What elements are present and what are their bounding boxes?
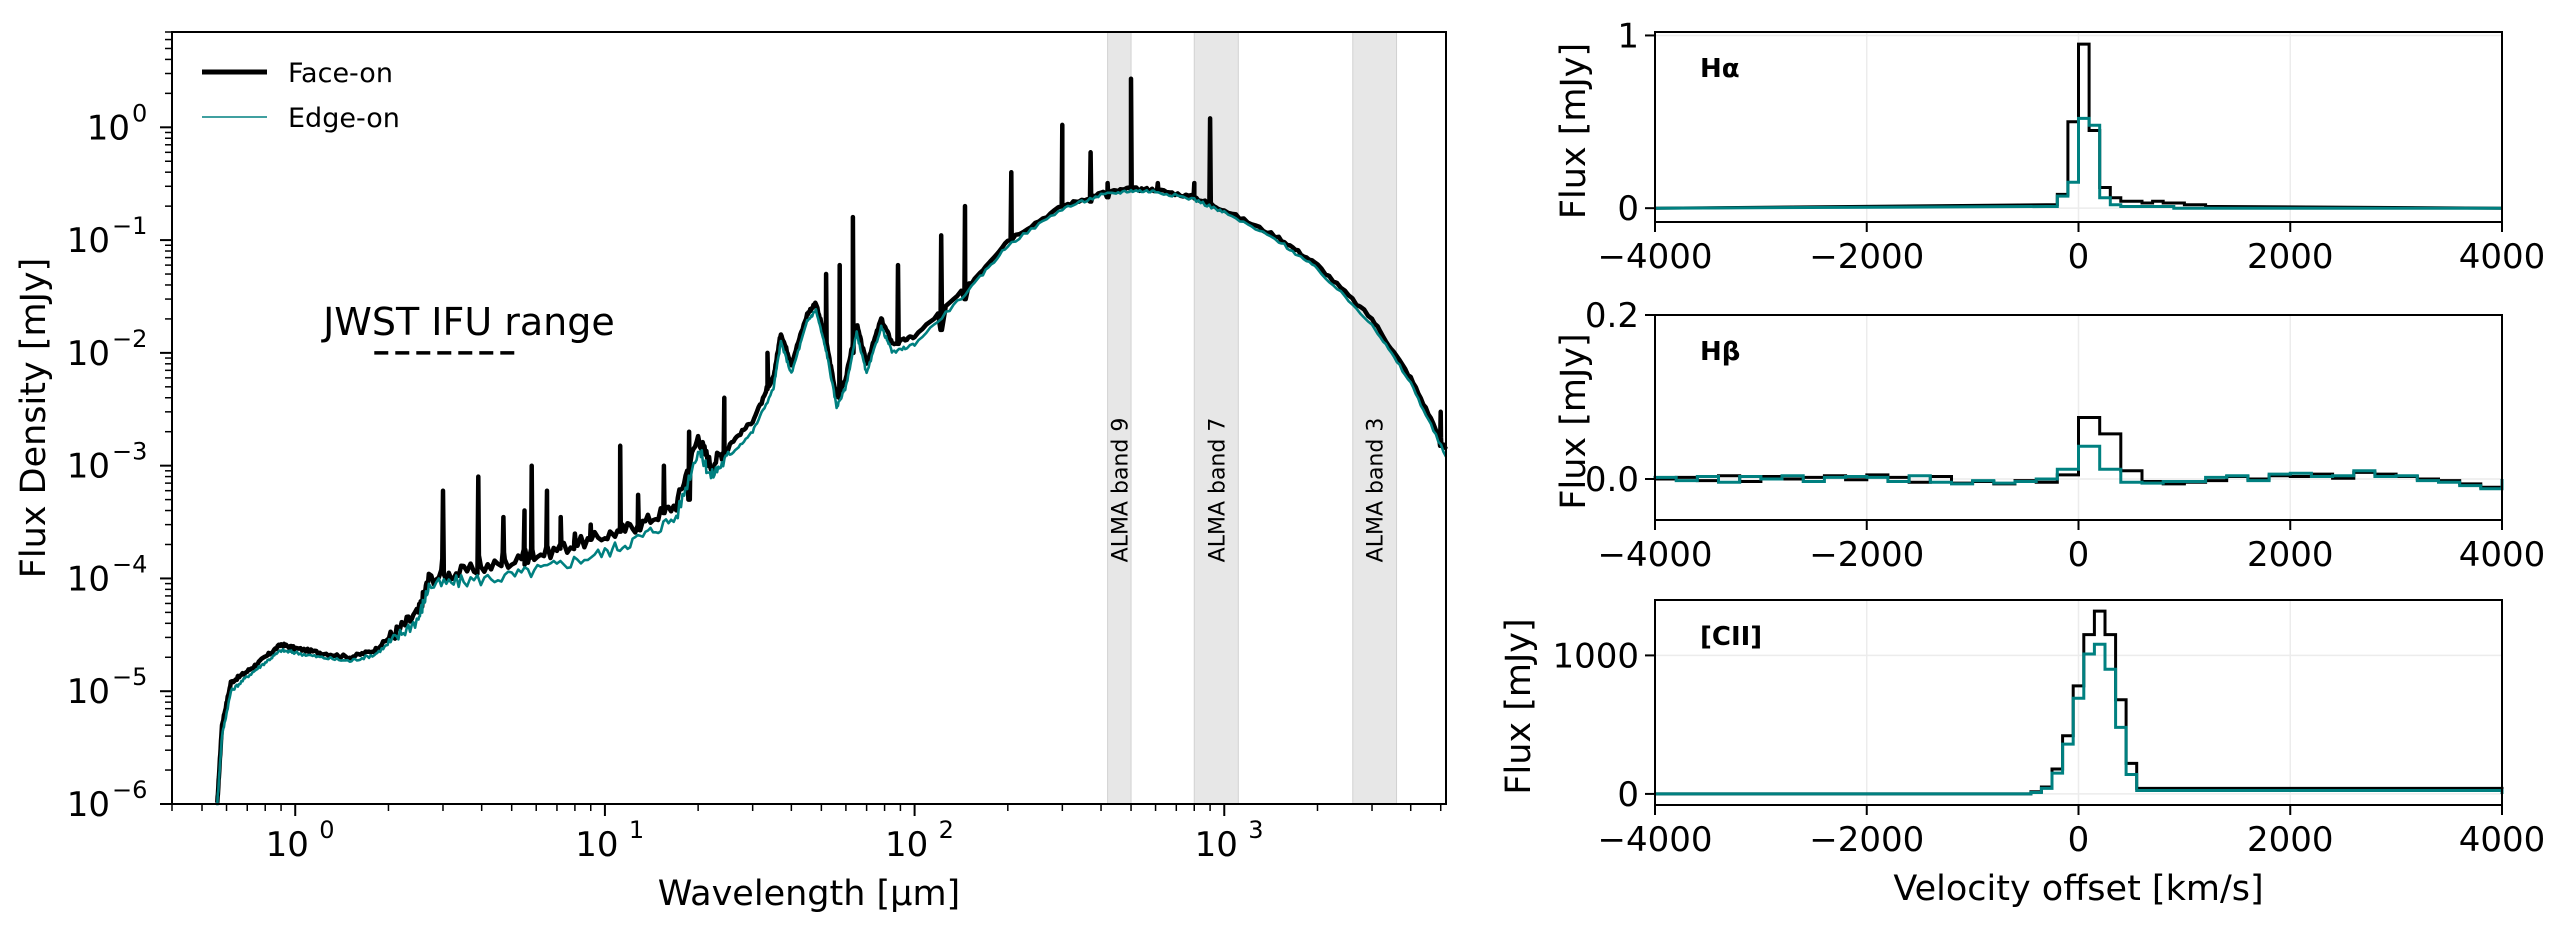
x-tick-label: −4000 xyxy=(1597,237,1712,277)
cii-y-axis-label: Flux [mJy] xyxy=(1499,618,1539,794)
sed-y-tick-exponent: 0 xyxy=(132,99,147,127)
y-tick-label: 0 xyxy=(1617,775,1639,815)
cii-panel: −4000 −2000 0 2000 4000 0 1000 [CII] Flux [mJy… xyxy=(1499,599,2546,909)
series-line-edge-on xyxy=(216,188,1448,806)
series-line-edge-on xyxy=(1653,444,2504,491)
jwst-range-label: JWST IFU range xyxy=(321,300,615,344)
y-tick-label: 1000 xyxy=(1552,636,1639,676)
sed-y-tick-exponent: −2 xyxy=(112,325,147,353)
series-line-edge-on xyxy=(1654,116,2502,210)
alma-band-label: ALMA band 9 xyxy=(1108,418,1133,563)
series-line-edge-on xyxy=(1655,642,2504,796)
x-tick-label: 2000 xyxy=(2247,820,2334,860)
alma-band-region xyxy=(1193,31,1239,805)
sed-x-tick-label: 10 xyxy=(266,825,309,865)
y-tick-label: 0 xyxy=(1617,189,1639,229)
x-tick-label: −2000 xyxy=(1809,237,1924,277)
sed-y-tick-label: 10 xyxy=(67,672,110,712)
legend: Face-on Edge-on xyxy=(202,58,400,134)
x-tick-label: 4000 xyxy=(2459,535,2546,575)
x-tick-label: −4000 xyxy=(1597,820,1712,860)
sed-y-tick-label: 10 xyxy=(67,221,110,261)
sed-y-tick-exponent: −1 xyxy=(112,212,147,240)
sed-x-axis-label: Wavelength [μm] xyxy=(658,874,960,914)
alma-band-label: ALMA band 3 xyxy=(1364,418,1389,563)
sed-x-tick-exponent: 3 xyxy=(1248,816,1263,844)
jwst-annotation: JWST IFU range xyxy=(321,300,615,355)
sed-y-tick-label: 10 xyxy=(67,447,110,487)
sed-y-tick-exponent: −5 xyxy=(112,663,147,691)
sed-x-tick-label: 10 xyxy=(885,825,928,865)
sed-y-tick-label: 10 xyxy=(67,334,110,374)
sed-x-tick-label: 10 xyxy=(1195,825,1238,865)
y-tick-label: 0.0 xyxy=(1585,460,1639,500)
sed-axes-frame xyxy=(171,31,1447,805)
alma-band-label: ALMA band 7 xyxy=(1205,418,1230,563)
sed-x-ticks: 10 0 10 1 10 2 10 3 xyxy=(171,804,1442,865)
x-tick-label: 4000 xyxy=(2459,237,2546,277)
series-line-face-on xyxy=(1654,42,2503,210)
series-line-face-on xyxy=(215,76,1448,803)
halpha-panel: −4000 −2000 0 2000 4000 0 1 Hα Flux [mJy] xyxy=(1554,16,2545,277)
x-tick-label: 2000 xyxy=(2247,237,2334,277)
x-tick-label: −4000 xyxy=(1597,535,1712,575)
x-tick-label: 0 xyxy=(2068,820,2090,860)
sed-y-tick-label: 10 xyxy=(67,785,110,825)
halpha-panel-label: Hα xyxy=(1700,54,1740,84)
y-tick-label: 1 xyxy=(1617,16,1639,56)
sed-y-tick-label: 10 xyxy=(67,559,110,599)
sed-panel: ALMA band 9 ALMA band 7 ALMA band 3 JWST I… xyxy=(14,31,1448,914)
sed-x-tick-label: 10 xyxy=(575,825,618,865)
x-tick-label: 2000 xyxy=(2247,535,2334,575)
y-tick-label: 0.2 xyxy=(1585,296,1639,336)
sed-x-tick-exponent: 2 xyxy=(939,816,954,844)
alma-bands: ALMA band 9 ALMA band 7 ALMA band 3 xyxy=(1107,31,1398,805)
x-tick-label: 0 xyxy=(2068,535,2090,575)
hbeta-panel-label: Hβ xyxy=(1700,337,1740,367)
sed-y-tick-exponent: −6 xyxy=(112,776,147,804)
x-tick-label: 4000 xyxy=(2459,820,2546,860)
sed-y-tick-label: 10 xyxy=(87,108,130,148)
x-tick-label: 0 xyxy=(2068,237,2090,277)
x-tick-label: −2000 xyxy=(1809,820,1924,860)
x-tick-label: −2000 xyxy=(1809,535,1924,575)
halpha-y-axis-label: Flux [mJy] xyxy=(1554,43,1594,219)
sed-y-tick-exponent: −3 xyxy=(112,438,147,466)
sed-y-axis-label: Flux Density [mJy] xyxy=(14,258,54,579)
sed-x-tick-exponent: 0 xyxy=(319,816,334,844)
hbeta-panel: −4000 −2000 0 2000 4000 0.0 0.2 Hβ Flux [mJy] xyxy=(1554,296,2545,575)
hbeta-y-axis-label: Flux [mJy] xyxy=(1554,333,1594,509)
cii-x-axis-label: Velocity offset [km/s] xyxy=(1893,869,2263,909)
sed-y-tick-exponent: −4 xyxy=(112,550,147,578)
sed-series xyxy=(215,76,1448,806)
sed-x-tick-exponent: 1 xyxy=(629,816,644,844)
cii-panel-label: [CII] xyxy=(1700,622,1762,652)
legend-label-edge-on: Edge-on xyxy=(288,103,400,134)
legend-label-face-on: Face-on xyxy=(288,58,393,89)
